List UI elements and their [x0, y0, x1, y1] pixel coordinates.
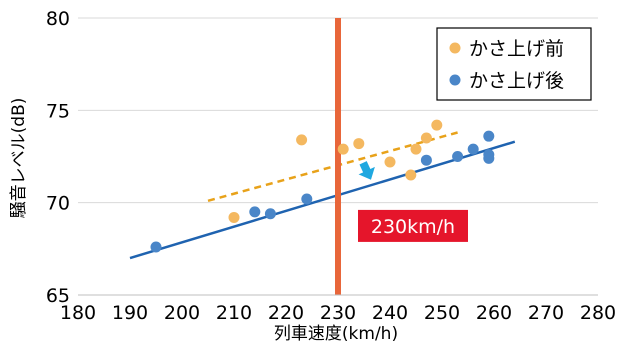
trendlines [129, 131, 516, 260]
data-point-series-2-2 [249, 206, 261, 218]
data-point-series-1-2 [296, 134, 308, 146]
data-point-series-2-7 [467, 143, 479, 155]
data-point-series-1-4 [353, 138, 365, 150]
data-point-series-2-9 [483, 152, 495, 164]
trendline-series-1 [207, 131, 458, 203]
x-tick-label-240: 240 [372, 302, 408, 324]
trendline-series-2 [129, 140, 516, 260]
data-point-series-2-4 [301, 193, 313, 205]
y-tick-label-75: 75 [46, 100, 70, 122]
y-tick-label-80: 80 [46, 8, 70, 30]
data-point-series-2-5 [420, 154, 432, 166]
data-point-series-1-9 [431, 119, 443, 131]
x-tick-label-210: 210 [216, 302, 252, 324]
x-tick-label-190: 190 [112, 302, 148, 324]
data-point-series-1-3 [337, 143, 349, 155]
x-tick-label-250: 250 [424, 302, 460, 324]
y-tick-label-70: 70 [46, 193, 70, 215]
legend-label-2: かさ上げ後 [469, 70, 564, 92]
data-point-series-2-6 [452, 151, 464, 162]
data-point-series-2-1 [150, 241, 162, 253]
y-tick-label-65: 65 [46, 285, 70, 307]
axes: 65 70 75 80 180 190 200 210 220 230 240 250 260 270 28… [46, 8, 616, 324]
x-tick-label-270: 270 [528, 302, 564, 324]
legend-box [436, 27, 592, 101]
x-tick-label-280: 280 [580, 302, 616, 324]
x-tick-label-180: 180 [60, 302, 96, 324]
callout-layer: 230km/h [358, 209, 468, 242]
y-axis-title: 騒音レベル(dB) [9, 98, 29, 219]
x-tick-label-200: 200 [164, 302, 200, 324]
data-point-series-1-1 [228, 211, 240, 223]
data-point-series-2-10 [483, 130, 495, 142]
data-points [150, 119, 495, 253]
data-point-series-2-3 [264, 208, 276, 220]
callout-box [358, 209, 468, 242]
x-tick-label-230: 230 [320, 302, 356, 324]
data-point-series-1-6 [405, 169, 417, 181]
data-point-series-1-5 [384, 156, 396, 168]
data-point-series-1-8 [420, 132, 432, 144]
x-tick-label-220: 220 [268, 302, 304, 324]
down-arrow-icon [358, 161, 375, 180]
callout-label: 230km/h [371, 216, 455, 238]
arrow-layer [358, 161, 375, 180]
legend-marker-2 [449, 74, 461, 86]
x-axis-title: 列車速度(km/h) [274, 324, 398, 341]
data-point-series-1-7 [410, 143, 422, 155]
x-tick-label-260: 260 [476, 302, 512, 324]
legend-marker-1 [449, 42, 461, 54]
legend-label-1: かさ上げ前 [469, 38, 564, 60]
